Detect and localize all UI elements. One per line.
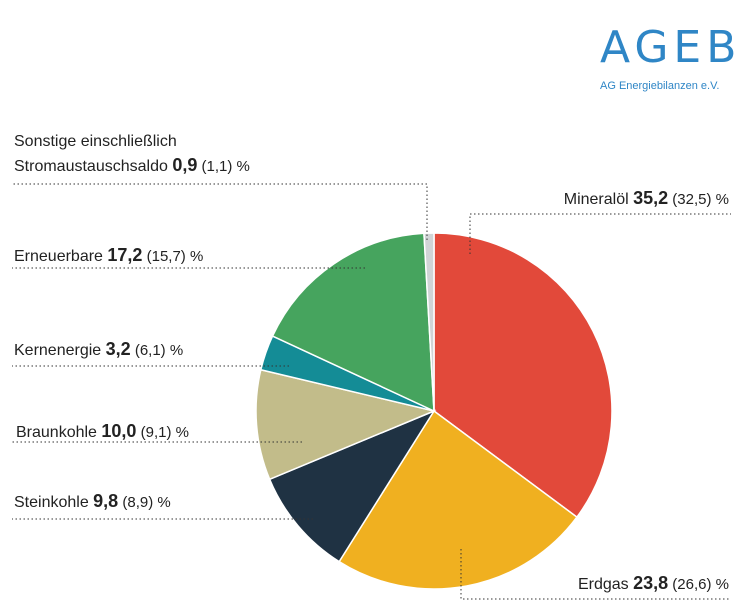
slice-label-mineraloel: Mineralöl 35,2 (32,5) %: [564, 188, 729, 208]
slice-value: 35,2: [633, 188, 668, 208]
slice-previous-value: (15,7) %: [142, 248, 203, 265]
slice-name: Erneuerbare: [14, 248, 107, 265]
slice-previous-value: (26,6) %: [668, 576, 729, 593]
slice-labels: Mineralöl 35,2 (32,5) % Erdgas 23,8 (26,6…: [12, 133, 731, 600]
ageb-logo-subtitle: AG Energiebilanzen e.V.: [600, 80, 720, 92]
pie-slice-erneuerbare: [271, 232, 435, 413]
pie-slices: [255, 232, 613, 590]
pie-slice-mineraloel: [433, 232, 613, 519]
slice-name: Steinkohle: [14, 494, 93, 511]
slice-label-erneuerbare: Erneuerbare 17,2 (15,7) %: [14, 245, 203, 265]
slice-value: 0,9: [172, 155, 197, 175]
leader-line-mineraloel: [469, 213, 731, 254]
slice-label-sonstige: Stromaustauschsaldo 0,9 (1,1) %: [14, 155, 250, 175]
leader-line-sonstige: [12, 183, 428, 240]
pie-slice-braunkohle: [255, 368, 437, 481]
slice-previous-value: (6,1) %: [131, 342, 184, 359]
slice-name: Stromaustauschsaldo: [14, 158, 172, 175]
pie-slice-steinkohle: [268, 409, 436, 563]
slice-name: Mineralöl: [564, 191, 633, 208]
slice-value: 10,0: [101, 421, 136, 441]
slice-label-steinkohle: Steinkohle 9,8 (8,9) %: [14, 491, 171, 511]
leader-line-erdgas: [460, 549, 731, 600]
slice-label-sonstige-line1: Sonstige einschließlich: [14, 133, 177, 150]
pie-slice-sonstige: [423, 232, 435, 412]
slice-value: 3,2: [106, 339, 131, 359]
slice-previous-value: (1,1) %: [197, 158, 250, 175]
slice-value: 9,8: [93, 491, 118, 511]
slice-name: Braunkohle: [16, 424, 101, 441]
slice-label-braunkohle: Braunkohle 10,0 (9,1) %: [16, 421, 189, 441]
slice-label-erdgas: Erdgas 23,8 (26,6) %: [578, 573, 729, 593]
slice-previous-value: (32,5) %: [668, 191, 729, 208]
slice-value: 17,2: [107, 245, 142, 265]
slice-previous-value: (8,9) %: [118, 494, 171, 511]
pie-slice-erdgas: [338, 409, 578, 590]
slice-previous-value: (9,1) %: [136, 424, 189, 441]
slice-value: 23,8: [633, 573, 668, 593]
ageb-logo: AGEB: [600, 22, 742, 73]
slice-name: Erdgas: [578, 576, 633, 593]
slice-label-kernenergie: Kernenergie 3,2 (6,1) %: [14, 339, 183, 359]
slice-name: Kernenergie: [14, 342, 106, 359]
